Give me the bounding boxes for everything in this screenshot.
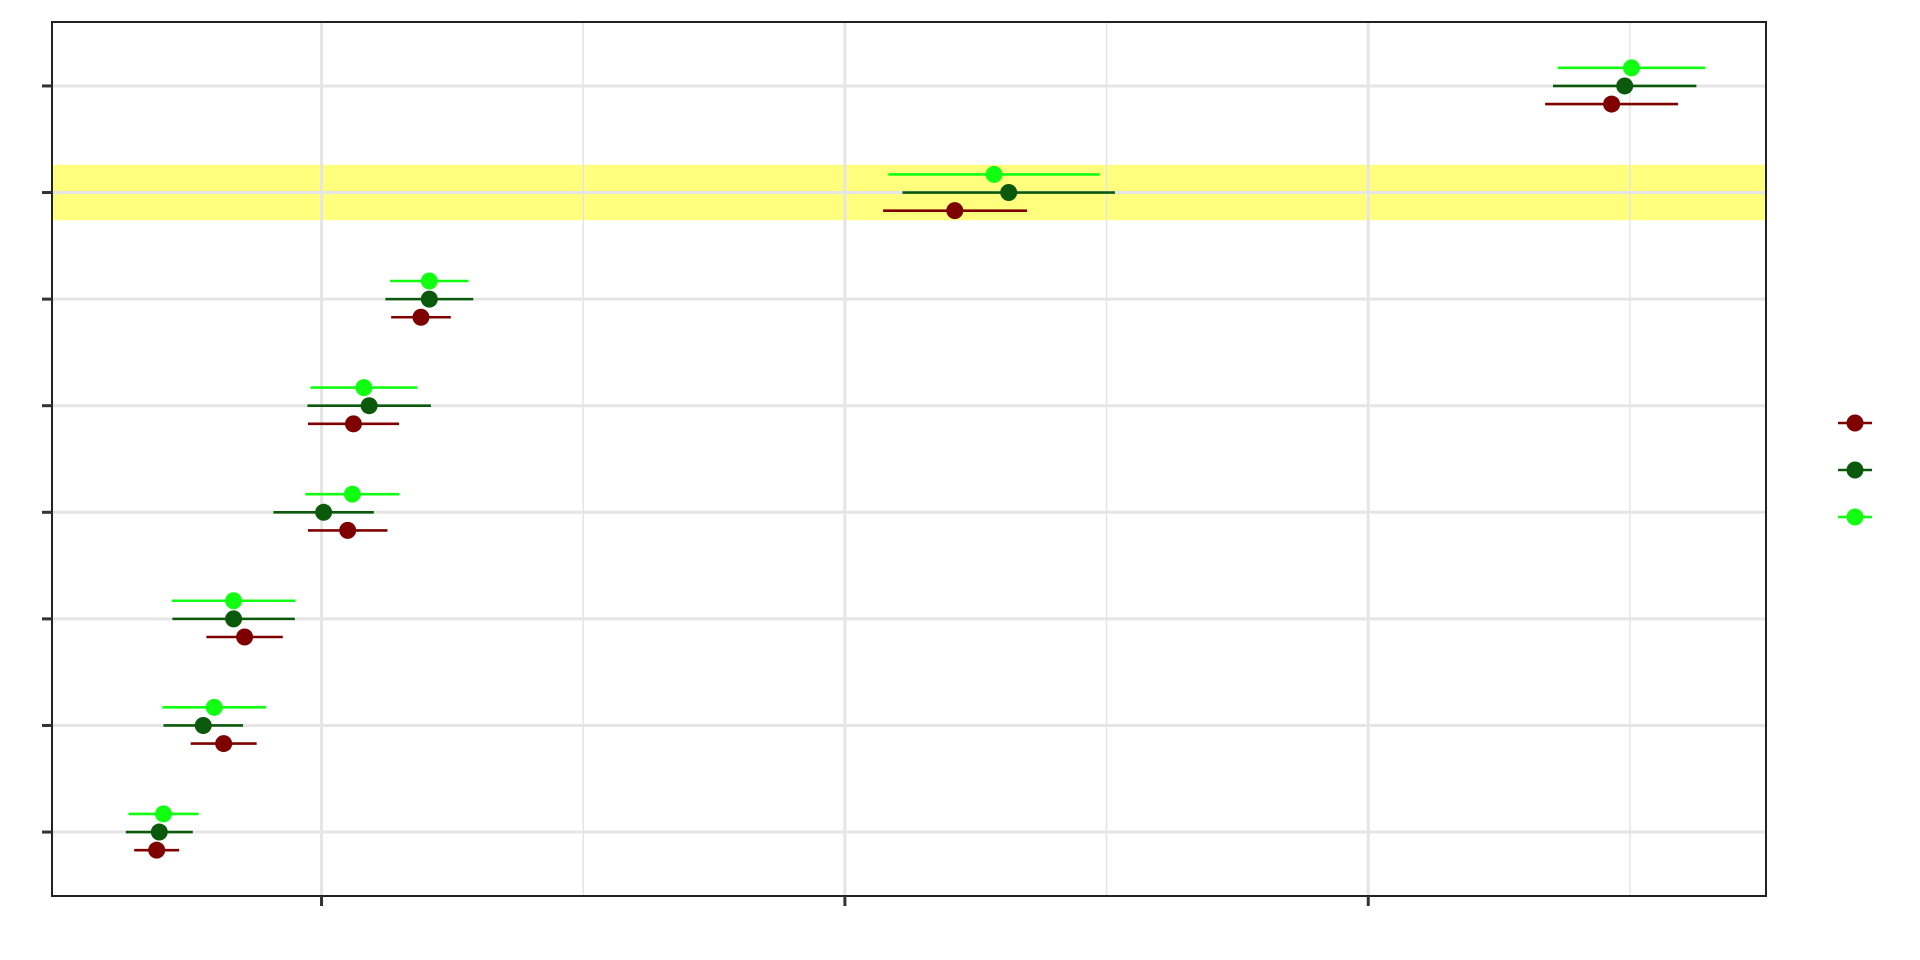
data-point	[205, 698, 223, 716]
series-1	[134, 95, 1679, 859]
legend-key-dot	[1846, 508, 1864, 526]
panel-border	[51, 21, 1767, 897]
data-point	[420, 290, 438, 308]
data-point	[225, 610, 243, 628]
data-point	[420, 272, 438, 290]
legend-key-dot	[1846, 461, 1864, 479]
data-point	[1603, 95, 1621, 113]
data-point	[1000, 184, 1018, 202]
data-point	[148, 841, 166, 859]
data-point	[1616, 77, 1634, 95]
legend-key-3	[1838, 508, 1872, 526]
legend-key-2	[1838, 461, 1872, 479]
series-3	[128, 59, 1706, 823]
legend	[1838, 414, 1872, 526]
data-point	[225, 592, 243, 610]
data-point	[215, 735, 233, 753]
data-point	[315, 503, 333, 521]
data-point	[360, 397, 378, 415]
axis-ticks-layer	[42, 84, 1370, 906]
data-point	[344, 415, 362, 433]
data-point	[339, 521, 357, 539]
legend-key-1	[1838, 414, 1872, 432]
data-point	[1622, 59, 1640, 77]
data-point	[150, 823, 168, 841]
series-2	[125, 77, 1697, 841]
data-point	[343, 485, 361, 503]
grid-layer	[52, 22, 1766, 896]
data-point	[236, 628, 254, 646]
data-point	[355, 379, 373, 397]
data-point	[946, 202, 964, 220]
data-point	[985, 165, 1003, 183]
panel-frame-layer	[51, 21, 1767, 897]
data-point	[412, 308, 430, 326]
series-layer	[125, 59, 1706, 859]
data-point	[194, 716, 212, 734]
legend-key-dot	[1846, 414, 1864, 432]
data-point	[154, 805, 172, 823]
